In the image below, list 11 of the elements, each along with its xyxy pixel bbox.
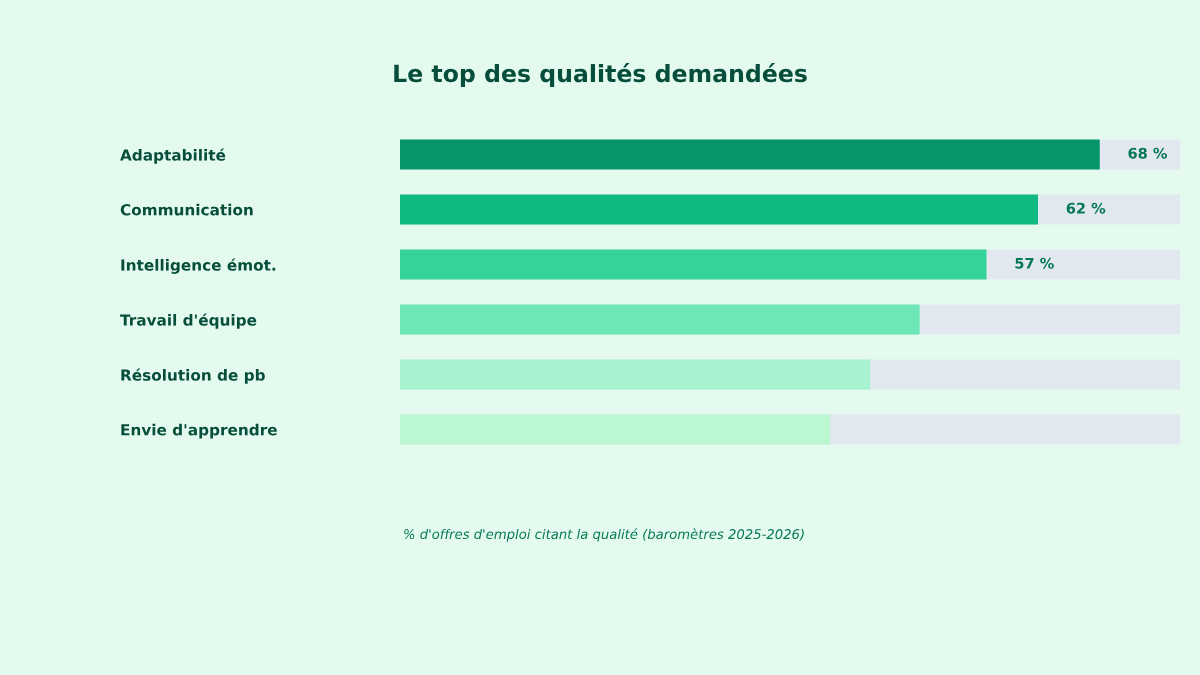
y-tick-label: Travail d'équipe	[120, 313, 257, 329]
data-label: 62 %	[1066, 202, 1106, 214]
y-tick-label: Intelligence émot.	[121, 258, 276, 274]
chart-title: Le top des qualités demandées	[394, 63, 807, 87]
y-tick-label: Communication	[120, 203, 253, 216]
data-label: 68 %	[1128, 147, 1168, 159]
data-label: 57 %	[1015, 257, 1054, 269]
y-tick-label: Envie d'apprendre	[121, 423, 277, 439]
y-tick-label: Adaptabilité	[120, 148, 226, 164]
y-tick-label: Résolution de pb	[121, 368, 265, 384]
text: % d'offres d'emploi citant la qualité (baromètres 2025-2026)	[404, 528, 804, 542]
